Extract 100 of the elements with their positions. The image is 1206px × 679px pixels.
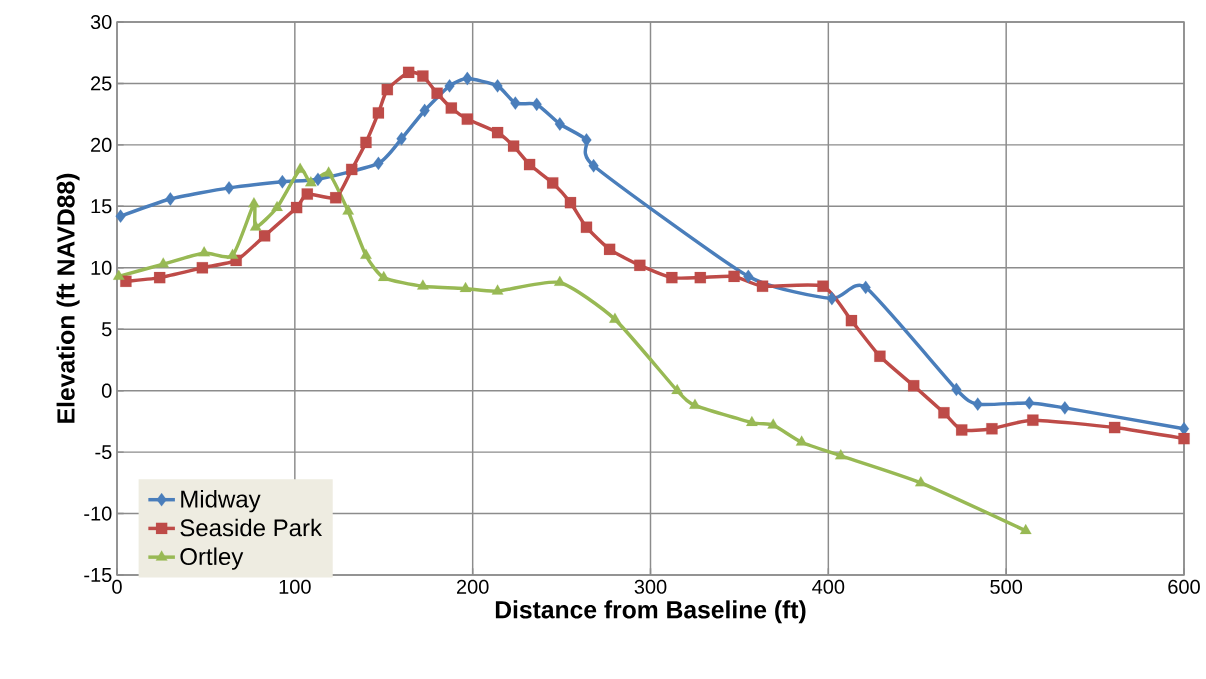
point <box>294 162 307 173</box>
point <box>459 281 472 293</box>
legend-label: Ortley <box>180 547 244 570</box>
point <box>330 192 342 204</box>
point <box>462 71 473 86</box>
point <box>1019 524 1032 535</box>
y-tick-label: 25 <box>91 76 112 91</box>
point <box>951 382 962 397</box>
point <box>277 175 288 189</box>
point <box>728 270 740 283</box>
point <box>860 280 871 295</box>
point <box>826 291 837 306</box>
point <box>312 172 324 187</box>
point <box>112 269 125 280</box>
x-tick-label: 500 <box>990 579 1023 594</box>
x-tick-label: 0 <box>112 579 122 594</box>
point <box>554 117 565 131</box>
point <box>396 132 407 146</box>
y-tick-label: 30 <box>90 14 112 30</box>
point <box>1024 396 1035 410</box>
point <box>1108 421 1121 434</box>
x-tick-label: 400 <box>812 579 845 594</box>
point <box>491 126 504 139</box>
point <box>523 158 536 171</box>
point <box>510 96 521 110</box>
point <box>271 200 283 211</box>
point <box>304 176 317 187</box>
point <box>603 243 616 256</box>
point <box>666 271 678 284</box>
point <box>986 423 998 435</box>
y-tick-label: -5 <box>95 445 112 460</box>
point <box>223 181 235 195</box>
y-tick-label: 20 <box>91 137 112 152</box>
point <box>431 87 443 99</box>
point <box>157 257 170 268</box>
point <box>402 66 415 79</box>
point <box>743 269 754 284</box>
point <box>372 107 385 119</box>
y-tick-label: 5 <box>101 322 112 337</box>
point <box>491 284 504 295</box>
point <box>248 197 260 208</box>
point <box>154 271 166 284</box>
point <box>419 103 430 118</box>
point <box>445 102 458 114</box>
y-tick-label: -10 <box>84 506 112 521</box>
point <box>553 275 566 286</box>
point <box>322 166 335 177</box>
point <box>834 449 847 460</box>
point <box>671 383 684 395</box>
point <box>342 204 355 215</box>
x-tick-label: 300 <box>634 579 667 594</box>
point <box>914 476 927 487</box>
point <box>360 136 372 149</box>
point <box>580 221 593 233</box>
point <box>444 79 455 93</box>
point <box>689 398 701 409</box>
y-tick-label: -15 <box>84 568 112 582</box>
point <box>938 407 950 419</box>
y-axis-title: Elevation (ft NAVD88) <box>56 173 80 423</box>
point <box>381 83 393 96</box>
point <box>581 133 592 147</box>
point <box>346 163 358 176</box>
point <box>377 270 390 282</box>
point <box>756 280 769 292</box>
point <box>746 415 758 427</box>
point <box>417 279 429 290</box>
x-axis-title: Distance from Baseline (ft) <box>495 600 806 624</box>
point <box>817 280 829 292</box>
point <box>634 259 646 271</box>
point <box>908 380 920 392</box>
point <box>588 159 599 173</box>
point <box>1027 414 1039 426</box>
legend-label: Seaside Park <box>180 518 323 537</box>
point <box>972 397 983 411</box>
point <box>956 424 968 436</box>
point <box>115 209 126 223</box>
point <box>694 271 706 284</box>
legend-label: Midway <box>181 489 261 513</box>
point <box>531 97 542 112</box>
point <box>845 314 858 327</box>
point <box>461 113 474 125</box>
point <box>196 262 209 274</box>
point <box>226 248 239 259</box>
point <box>547 177 559 189</box>
point <box>373 156 384 171</box>
point <box>874 350 886 362</box>
point <box>1059 401 1070 415</box>
point <box>249 220 262 231</box>
point <box>417 70 429 82</box>
point <box>290 201 303 214</box>
point <box>564 196 577 209</box>
y-tick-label: 15 <box>91 199 112 214</box>
point <box>507 140 520 152</box>
point <box>492 79 503 93</box>
point <box>301 188 313 200</box>
point <box>360 248 372 259</box>
point <box>258 230 271 242</box>
point <box>1178 432 1190 445</box>
x-tick-label: 100 <box>279 579 311 594</box>
y-tick-label: 10 <box>91 260 112 275</box>
